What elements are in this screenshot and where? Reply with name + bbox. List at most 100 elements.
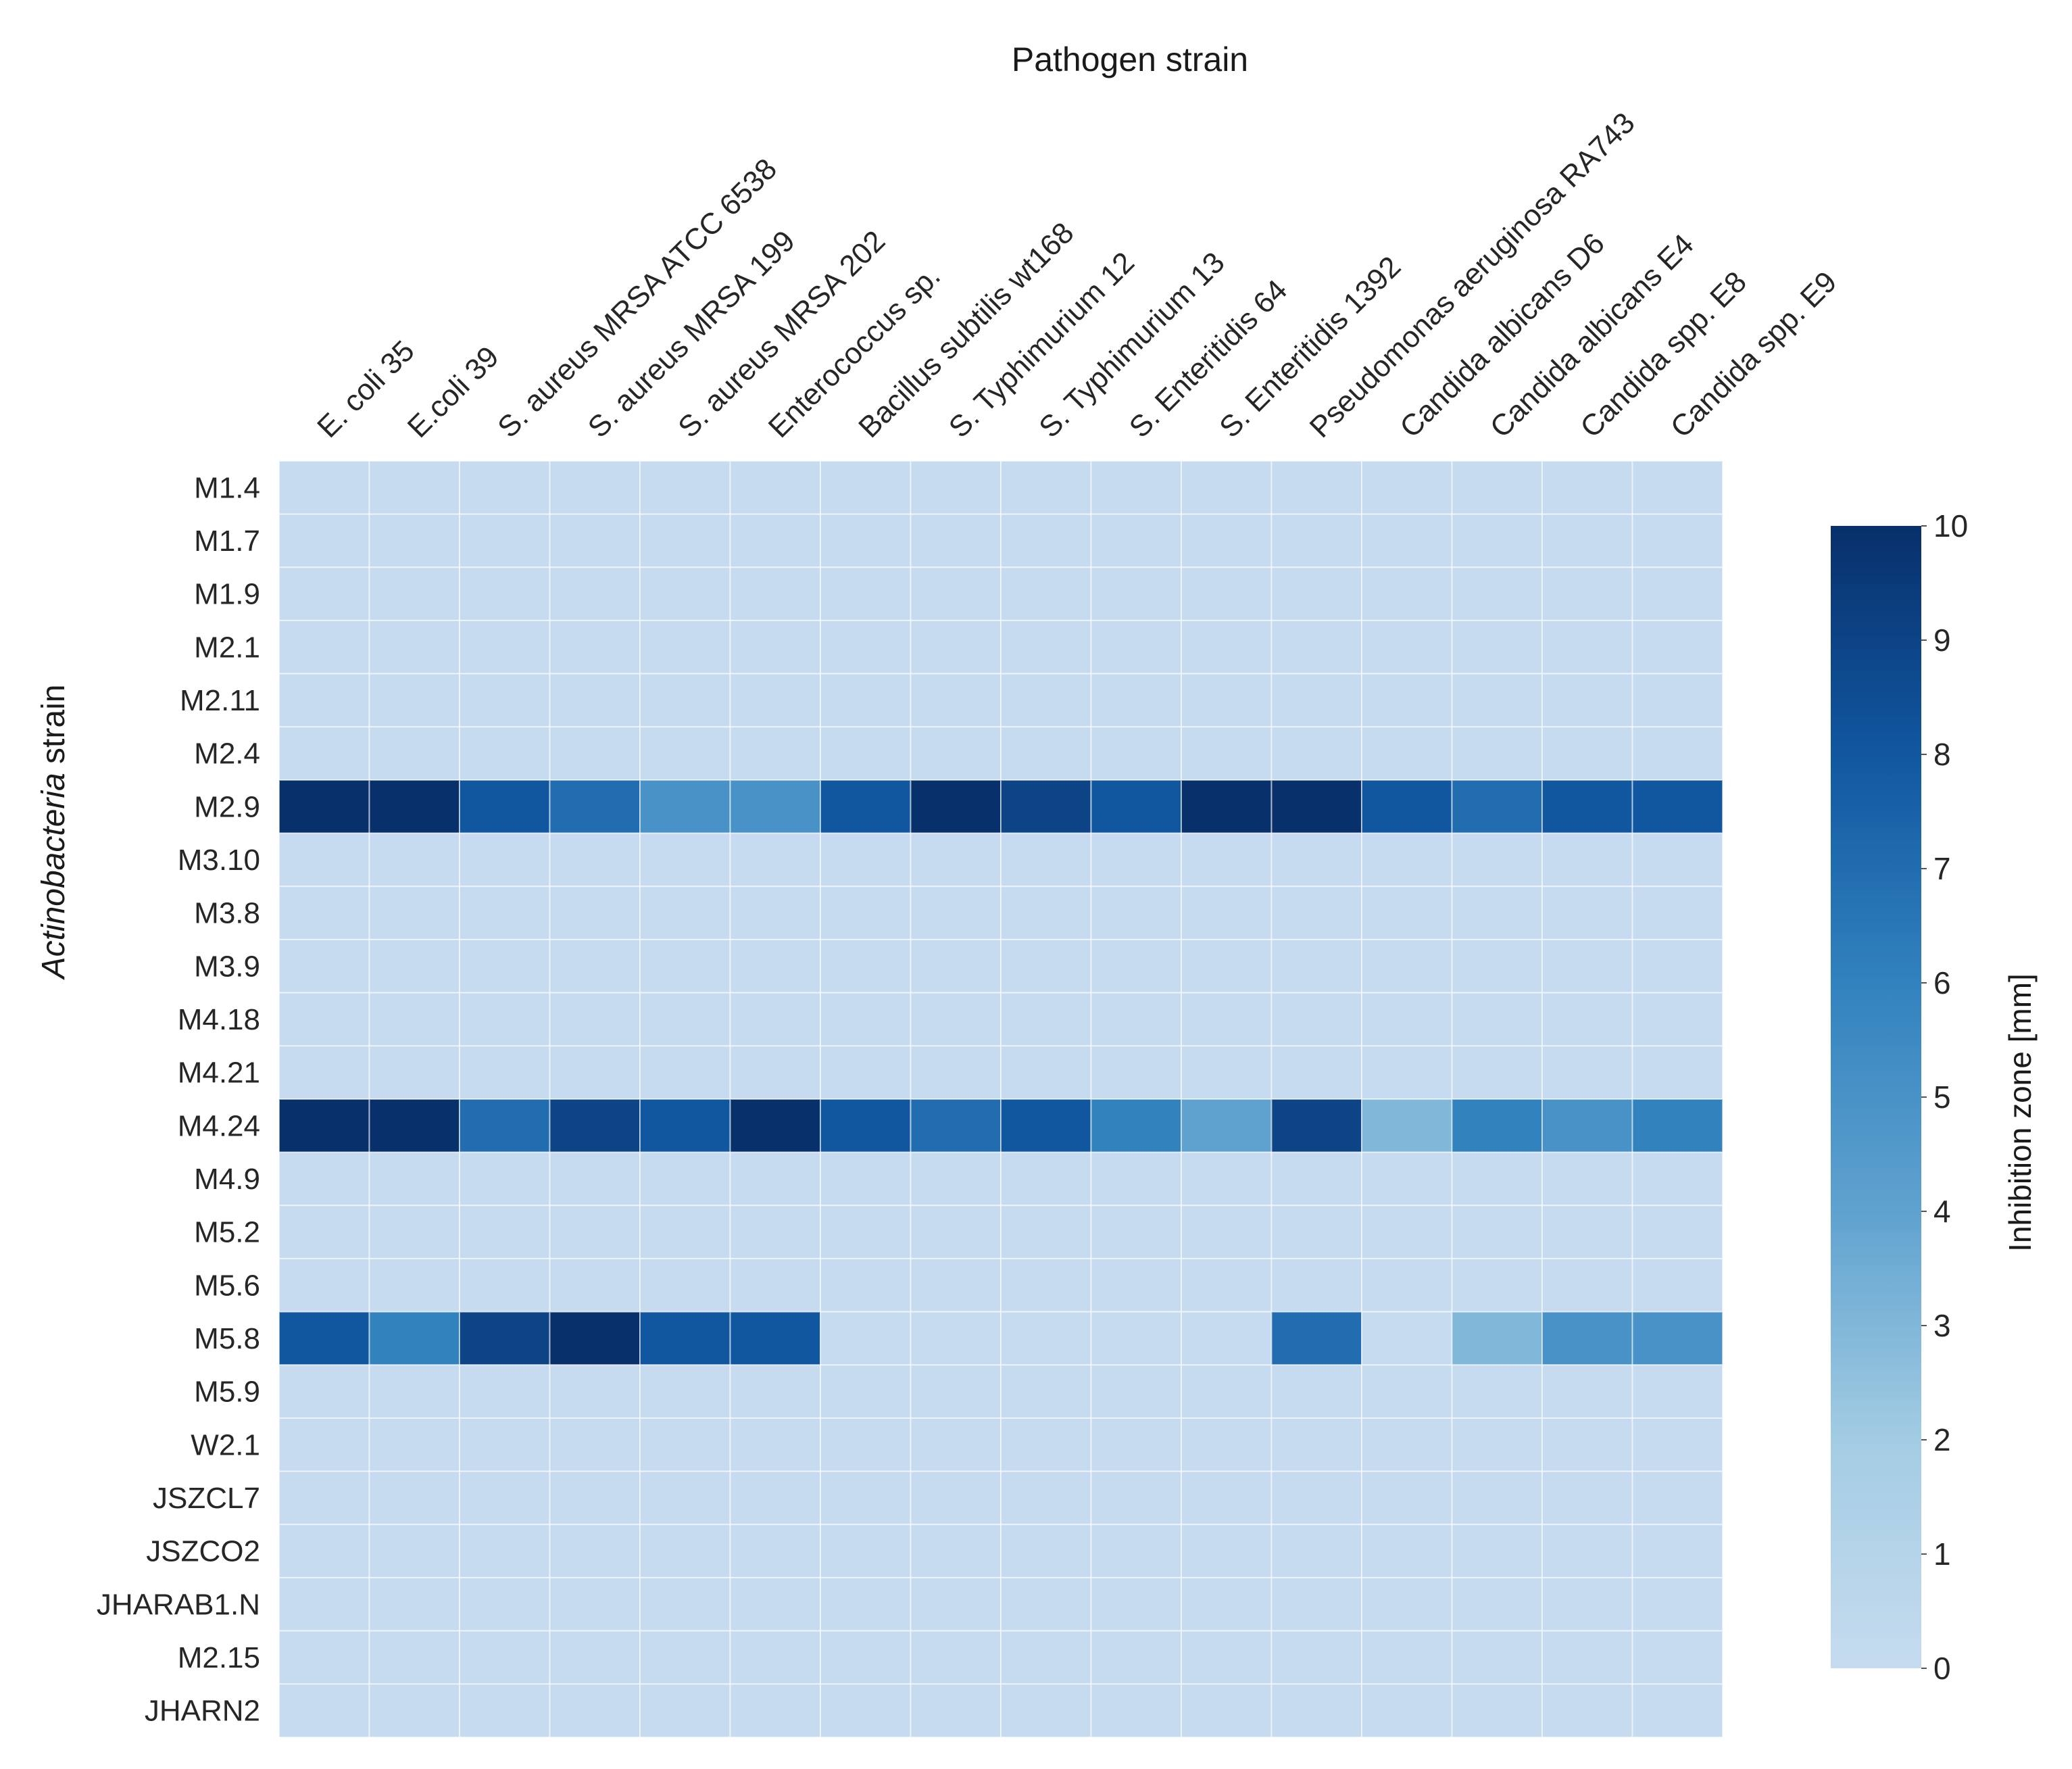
heatmap-cell xyxy=(1271,673,1362,728)
heatmap-cell xyxy=(1451,939,1543,994)
heatmap-cell xyxy=(1271,1098,1362,1153)
heatmap-cell xyxy=(1361,1205,1453,1260)
heatmap-cell xyxy=(459,620,551,675)
y-axis-title-rest: strain xyxy=(36,685,72,773)
row-label: M5.6 xyxy=(194,1269,260,1302)
heatmap-cell xyxy=(278,1045,370,1100)
heatmap-cell xyxy=(1451,513,1543,568)
heatmap-cell xyxy=(639,1258,731,1313)
heatmap-cell xyxy=(910,566,1002,621)
heatmap-cell xyxy=(1000,1577,1092,1632)
heatmap-cell xyxy=(1361,566,1453,621)
heatmap-cell xyxy=(1361,1417,1453,1472)
heatmap-cell xyxy=(1361,886,1453,941)
heatmap-cell xyxy=(729,1098,821,1153)
heatmap-cell xyxy=(1631,1524,1723,1578)
heatmap-cell xyxy=(368,1630,460,1685)
heatmap-cell xyxy=(1090,726,1182,781)
heatmap-cell xyxy=(1451,1311,1543,1366)
heatmap-cell xyxy=(1631,620,1723,675)
heatmap-cell xyxy=(1181,1524,1273,1578)
heatmap-cell xyxy=(1000,1364,1092,1420)
heatmap-cell xyxy=(278,939,370,994)
colorbar-label: Inhibition zone [mm] xyxy=(2002,973,2038,1252)
heatmap-cell xyxy=(1361,673,1453,728)
heatmap-cell xyxy=(459,992,551,1047)
heatmap-cell xyxy=(549,779,641,834)
row-label: M5.2 xyxy=(194,1216,260,1249)
heatmap-cell xyxy=(1090,1417,1182,1472)
heatmap-cell xyxy=(910,832,1002,888)
heatmap-cell xyxy=(1451,1577,1543,1632)
heatmap-cell xyxy=(549,1098,641,1153)
heatmap-cell xyxy=(1271,566,1362,621)
colorbar-tick-label: 7 xyxy=(1933,851,1951,886)
heatmap-cell xyxy=(1451,620,1543,675)
heatmap-cell xyxy=(729,1417,821,1472)
heatmap-cell xyxy=(820,566,912,621)
heatmap-cell xyxy=(1090,620,1182,675)
heatmap-cell xyxy=(368,1577,460,1632)
heatmap-cell xyxy=(1541,1045,1633,1100)
heatmap-cell xyxy=(820,1577,912,1632)
row-labels: M1.4 M1.7 M1.9 M2.1 M2.11 M2.4 M2.9 M3.10 M3.8 M3… xyxy=(97,471,260,1727)
heatmap-cell xyxy=(459,1258,551,1313)
heatmap-cell xyxy=(368,460,460,515)
heatmap-cell xyxy=(1631,1364,1723,1420)
heatmap-cell xyxy=(729,1205,821,1260)
heatmap-cell xyxy=(1361,992,1453,1047)
heatmap-cell xyxy=(1541,1417,1633,1472)
heatmap-cell xyxy=(1000,1045,1092,1100)
heatmap-cell xyxy=(1181,886,1273,941)
heatmap-cell xyxy=(1451,1258,1543,1313)
heatmap-cell xyxy=(278,1577,370,1632)
heatmap-cell xyxy=(729,1151,821,1207)
heatmap-cell xyxy=(278,726,370,781)
y-axis-title: Actinobacteria strain xyxy=(36,685,72,981)
row-label: JSZCO2 xyxy=(146,1535,260,1568)
heatmap-cell xyxy=(1361,513,1453,568)
heatmap-cell xyxy=(1181,513,1273,568)
heatmap-cell xyxy=(459,779,551,834)
row-label: M5.9 xyxy=(194,1376,260,1409)
colorbar-tick-label: 2 xyxy=(1933,1422,1951,1457)
heatmap-cell xyxy=(729,939,821,994)
heatmap-cell xyxy=(1541,460,1633,515)
column-label: E. coli 35 xyxy=(311,334,421,444)
heatmap-cell xyxy=(729,620,821,675)
heatmap-cell xyxy=(910,1258,1002,1313)
heatmap-cell xyxy=(1271,779,1362,834)
heatmap-cell xyxy=(729,1524,821,1578)
heatmap-cell xyxy=(1271,1630,1362,1685)
heatmap-cell xyxy=(1181,1364,1273,1420)
heatmap-cell xyxy=(910,460,1002,515)
heatmap-cell xyxy=(459,832,551,888)
heatmap-cell xyxy=(368,886,460,941)
heatmap-cell xyxy=(1090,1151,1182,1207)
heatmap-cell xyxy=(1090,832,1182,888)
heatmap-cell xyxy=(820,673,912,728)
heatmap-cell xyxy=(1271,620,1362,675)
heatmap-cell xyxy=(639,566,731,621)
heatmap-cell xyxy=(278,513,370,568)
heatmap-cell xyxy=(1451,1151,1543,1207)
heatmap-cell xyxy=(549,1151,641,1207)
heatmap-cell xyxy=(639,726,731,781)
heatmap-cell xyxy=(1271,513,1362,568)
heatmap-cell xyxy=(820,460,912,515)
heatmap-cell xyxy=(1451,832,1543,888)
heatmap-cell xyxy=(1361,1258,1453,1313)
heatmap-cell xyxy=(639,1151,731,1207)
column-labels: E. coli 35E.coli 39S. aureus MRSA ATCC 6… xyxy=(311,106,1843,444)
heatmap-cell xyxy=(1000,1524,1092,1578)
heatmap-cell xyxy=(1361,620,1453,675)
heatmap-cell xyxy=(1541,1258,1633,1313)
heatmap-cell xyxy=(1090,673,1182,728)
heatmap-cell xyxy=(1361,1577,1453,1632)
heatmap-cell xyxy=(1000,1311,1092,1366)
heatmap-cell xyxy=(368,1524,460,1578)
heatmap-cell xyxy=(729,1630,821,1685)
row-label: M3.8 xyxy=(194,897,260,930)
heatmap-cell xyxy=(549,886,641,941)
heatmap-cell xyxy=(1631,566,1723,621)
